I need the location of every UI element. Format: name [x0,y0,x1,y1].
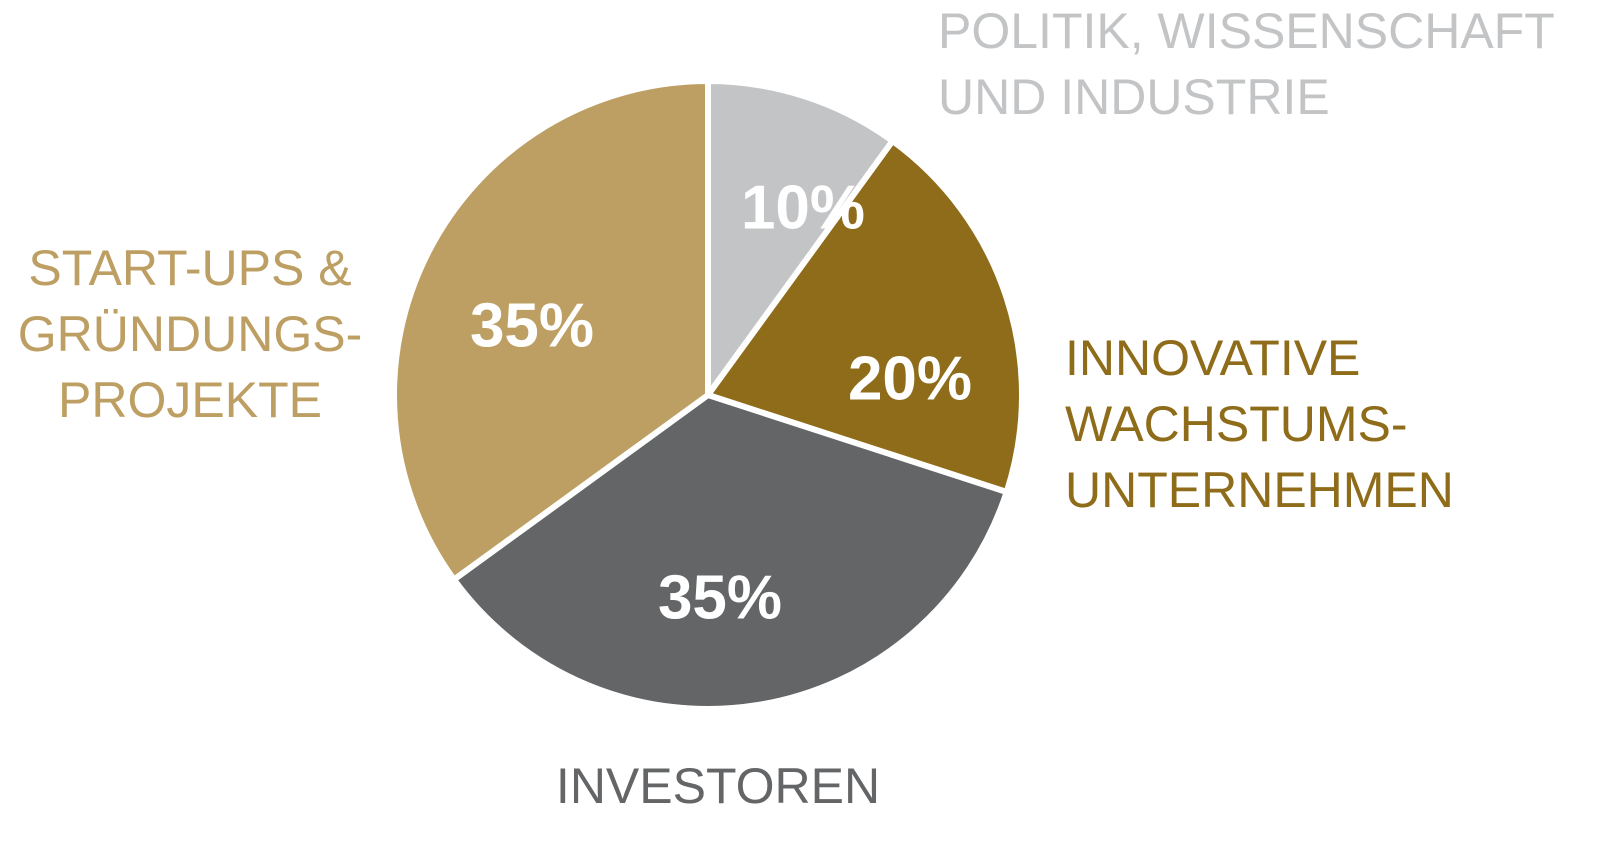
category-label-line: POLITIK, WISSENSCHAFT [938,3,1555,59]
value-label: 35% [470,291,594,360]
category-label-line: START-UPS & [28,240,351,296]
pie-slice [391,78,711,583]
category-label-line: WACHSTUMS- [1065,396,1408,452]
pie-slice [450,392,1010,712]
category-label: INVESTOREN [556,758,880,814]
category-label-line: PROJEKTE [58,372,322,428]
category-label-line: INNOVATIVE [1065,330,1360,386]
pie-slice [705,78,896,398]
category-label: INNOVATIVE WACHSTUMS- UNTERNEHMEN [1065,330,1454,518]
category-label-line: GRÜNDUNGS- [18,306,362,362]
category-label: POLITIK, WISSENSCHAFT UND INDUSTRIE [938,3,1555,125]
value-label: 35% [658,563,782,632]
category-label-line: UND INDUSTRIE [938,69,1330,125]
category-label-line: INVESTOREN [556,758,880,814]
pie-slice [705,137,1025,496]
value-label: 20% [848,344,972,413]
value-label: 10% [741,173,865,242]
category-label-line: UNTERNEHMEN [1065,462,1454,518]
category-label: START-UPS & GRÜNDUNGS- PROJEKTE [18,240,362,428]
